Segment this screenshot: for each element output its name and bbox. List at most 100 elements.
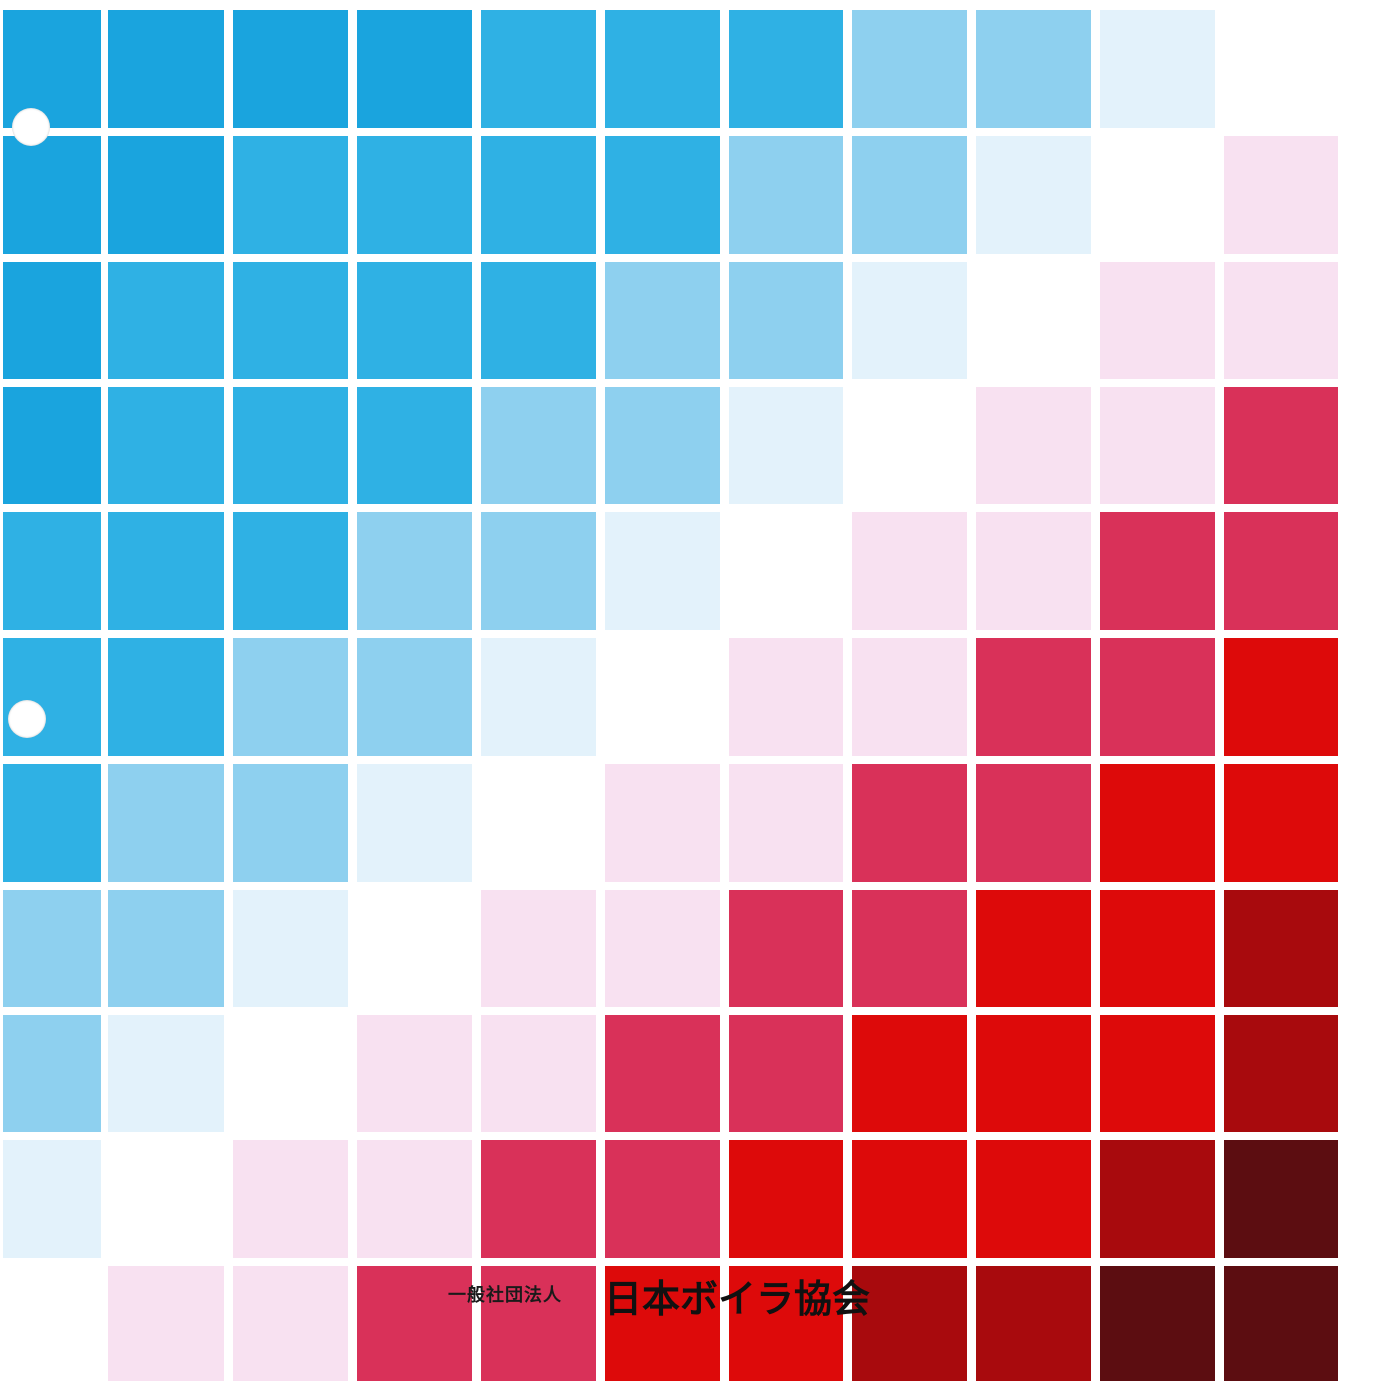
color-tile: [1224, 1140, 1338, 1258]
color-tile: [233, 890, 348, 1007]
color-tile: [1100, 764, 1215, 882]
color-tile: [729, 136, 843, 254]
color-tile: [1224, 512, 1338, 630]
color-tile: [3, 638, 101, 756]
punch-hole-top: [12, 108, 50, 146]
color-tile: [1100, 1140, 1215, 1258]
color-tile: [1100, 10, 1215, 128]
organization-type: 一般社団法人: [448, 1285, 562, 1306]
color-tile: [233, 764, 348, 882]
color-tile: [852, 1140, 967, 1258]
color-tile: [729, 764, 843, 882]
color-tile: [1224, 10, 1338, 128]
color-tile: [605, 1015, 720, 1132]
color-tile: [1100, 262, 1215, 379]
color-tile: [1100, 638, 1215, 756]
color-tile: [976, 1015, 1091, 1132]
color-tile: [729, 512, 843, 630]
color-tile: [233, 387, 348, 504]
color-tile: [729, 638, 843, 756]
color-tile: [976, 890, 1091, 1007]
color-tile: [108, 1140, 224, 1258]
color-tile: [481, 890, 596, 1007]
color-tile: [976, 1140, 1091, 1258]
color-tile: [481, 1266, 596, 1381]
color-tile: [1224, 1015, 1338, 1132]
color-tile: [3, 890, 101, 1007]
color-tile: [976, 387, 1091, 504]
color-tile: [852, 1015, 967, 1132]
color-tile: [3, 1266, 101, 1381]
color-tile: [108, 638, 224, 756]
color-tile: [976, 764, 1091, 882]
color-tile: [605, 1140, 720, 1258]
color-tile: [1100, 890, 1215, 1007]
color-tile: [729, 262, 843, 379]
color-tile: [357, 1140, 472, 1258]
color-tile: [852, 638, 967, 756]
color-tile: [976, 638, 1091, 756]
color-tile: [729, 890, 843, 1007]
color-tile: [233, 512, 348, 630]
color-tile: [108, 764, 224, 882]
color-tile: [852, 1266, 967, 1381]
color-tile: [729, 10, 843, 128]
color-tile: [605, 136, 720, 254]
color-tile: [605, 638, 720, 756]
color-tile: [852, 387, 967, 504]
color-tile: [3, 262, 101, 379]
color-tile: [233, 1140, 348, 1258]
color-tile: [976, 1266, 1091, 1381]
color-tile: [1100, 1266, 1215, 1381]
color-tile: [108, 387, 224, 504]
punch-hole-bottom: [8, 700, 46, 738]
color-tile: [852, 764, 967, 882]
color-tile: [1224, 890, 1338, 1007]
color-tile: [605, 512, 720, 630]
color-tile: [108, 136, 224, 254]
color-tile: [3, 136, 101, 254]
color-tile: [1224, 1266, 1338, 1381]
color-tile: [3, 1015, 101, 1132]
color-tile: [729, 1266, 843, 1381]
color-tile: [852, 10, 967, 128]
color-tile: [481, 638, 596, 756]
color-tile: [3, 512, 101, 630]
color-tile: [481, 764, 596, 882]
color-tile: [108, 1266, 224, 1381]
color-tile: [976, 262, 1091, 379]
color-tile: [729, 387, 843, 504]
color-tile: [976, 10, 1091, 128]
color-tile: [481, 262, 596, 379]
color-tile: [3, 387, 101, 504]
color-tile: [1224, 764, 1338, 882]
color-tile: [1224, 136, 1338, 254]
color-tile: [1224, 262, 1338, 379]
color-tile: [233, 638, 348, 756]
color-tile: [233, 136, 348, 254]
color-tile: [108, 10, 224, 128]
color-tile: [357, 764, 472, 882]
color-tile: [852, 262, 967, 379]
color-tile: [729, 1015, 843, 1132]
color-tile: [233, 1266, 348, 1381]
color-tile: [357, 10, 472, 128]
color-tile: [1100, 1015, 1215, 1132]
color-tile: [357, 262, 472, 379]
color-tile: [481, 1140, 596, 1258]
color-tile: [852, 136, 967, 254]
color-tile: [357, 512, 472, 630]
color-tile: [3, 10, 101, 128]
color-tile: [1100, 387, 1215, 504]
color-tile: [729, 1140, 843, 1258]
color-tile: [605, 262, 720, 379]
color-tile: [852, 890, 967, 1007]
color-tile: [233, 1015, 348, 1132]
color-tile: [605, 890, 720, 1007]
color-tile: [108, 1015, 224, 1132]
color-tile: [605, 10, 720, 128]
color-tile: [233, 10, 348, 128]
color-tile: [605, 1266, 720, 1381]
color-tile: [357, 890, 472, 1007]
